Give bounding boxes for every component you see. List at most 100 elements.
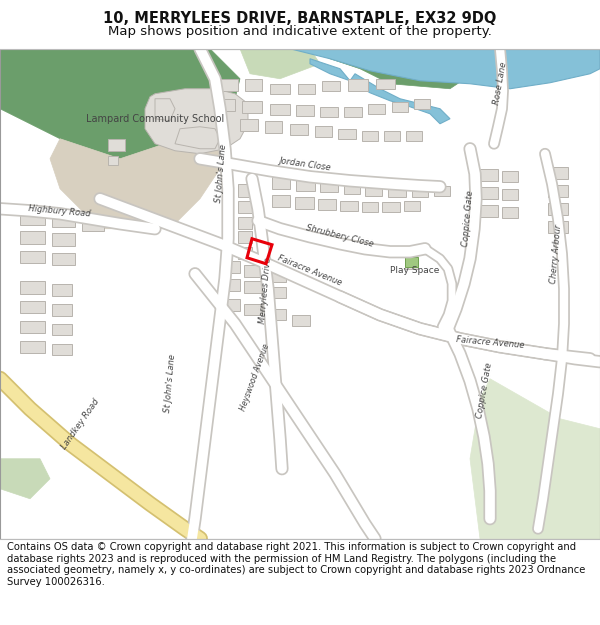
Polygon shape [52,214,75,227]
Polygon shape [155,99,175,121]
Polygon shape [215,99,235,111]
Polygon shape [310,49,480,89]
Polygon shape [52,232,75,246]
Polygon shape [368,104,385,114]
Polygon shape [52,253,75,265]
Polygon shape [310,59,350,81]
Polygon shape [320,181,338,192]
Polygon shape [320,107,338,117]
Polygon shape [296,105,314,116]
Polygon shape [290,49,600,89]
Polygon shape [272,195,290,207]
Polygon shape [145,89,248,154]
Polygon shape [222,299,240,311]
Polygon shape [362,131,378,141]
Polygon shape [315,126,332,137]
Polygon shape [238,247,252,259]
Polygon shape [292,315,310,326]
Polygon shape [405,257,418,267]
Text: St John's Lane: St John's Lane [163,354,177,413]
Polygon shape [20,251,45,262]
Polygon shape [365,186,382,196]
Polygon shape [382,202,400,212]
Text: Play Space: Play Space [391,266,440,275]
Polygon shape [344,184,360,194]
Polygon shape [0,49,240,159]
Polygon shape [20,281,45,294]
Polygon shape [318,199,336,210]
Text: 10, MERRYLEES DRIVE, BARNSTAPLE, EX32 9DQ: 10, MERRYLEES DRIVE, BARNSTAPLE, EX32 9D… [103,11,497,26]
Text: St John's Lane: St John's Lane [214,144,228,203]
Polygon shape [480,205,498,217]
Polygon shape [338,129,356,139]
Text: Rose Lane: Rose Lane [492,62,508,106]
Polygon shape [300,49,600,84]
Polygon shape [238,201,252,212]
Polygon shape [322,81,340,91]
Polygon shape [548,221,568,232]
Polygon shape [434,186,450,196]
Polygon shape [244,304,262,315]
Text: Highbury Road: Highbury Road [28,204,92,218]
Polygon shape [376,79,395,89]
Text: Jordan Close: Jordan Close [278,156,332,172]
Polygon shape [348,79,368,91]
Polygon shape [405,259,418,269]
Polygon shape [265,121,282,132]
Text: Coppice Gate: Coppice Gate [461,190,475,248]
Polygon shape [480,187,498,199]
Polygon shape [350,74,450,124]
Polygon shape [344,107,362,117]
Polygon shape [244,265,262,277]
Polygon shape [244,281,262,292]
Polygon shape [295,197,314,209]
Polygon shape [222,279,240,291]
Text: Merrylees Drive: Merrylees Drive [257,258,272,324]
Polygon shape [222,261,240,272]
Text: Contains OS data © Crown copyright and database right 2021. This information is : Contains OS data © Crown copyright and d… [7,542,586,587]
Text: Shrubbery Close: Shrubbery Close [305,223,374,249]
Text: Fairacre Avenue: Fairacre Avenue [455,335,524,350]
Polygon shape [520,489,600,539]
Polygon shape [108,139,125,151]
Polygon shape [218,79,238,91]
Polygon shape [548,185,568,197]
Polygon shape [412,187,428,197]
Polygon shape [298,84,315,94]
Polygon shape [52,284,72,296]
Polygon shape [502,207,518,217]
Text: Map shows position and indicative extent of the property.: Map shows position and indicative extent… [108,25,492,38]
Polygon shape [245,79,262,91]
Polygon shape [502,171,518,182]
Polygon shape [392,102,408,112]
Polygon shape [548,202,568,215]
Polygon shape [406,131,422,141]
Polygon shape [414,99,430,109]
Polygon shape [502,189,518,200]
Text: Fairacre Avenue: Fairacre Avenue [277,254,343,288]
Polygon shape [175,127,220,149]
Polygon shape [52,344,72,355]
Polygon shape [242,101,262,112]
Polygon shape [470,379,600,539]
Polygon shape [272,177,290,189]
Polygon shape [20,321,45,332]
Polygon shape [52,304,72,316]
Polygon shape [388,187,406,197]
Polygon shape [270,84,290,94]
Polygon shape [238,231,252,242]
Polygon shape [270,104,290,115]
Polygon shape [362,202,378,212]
Polygon shape [404,201,420,211]
Text: Heyswood Avenue: Heyswood Avenue [239,342,271,411]
Text: Lampard Community School: Lampard Community School [86,114,224,124]
Polygon shape [238,217,252,229]
Polygon shape [20,231,45,244]
Polygon shape [108,156,118,165]
Polygon shape [268,271,286,282]
Polygon shape [290,124,308,135]
Polygon shape [296,179,315,191]
Polygon shape [340,201,358,211]
Text: Coppice Gate: Coppice Gate [475,362,493,419]
Polygon shape [50,119,230,229]
